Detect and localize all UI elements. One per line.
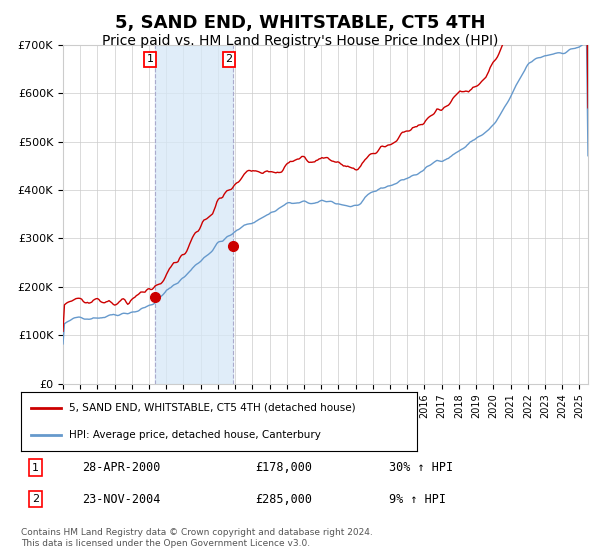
- Text: 1: 1: [147, 54, 154, 64]
- Text: 9% ↑ HPI: 9% ↑ HPI: [389, 493, 446, 506]
- Text: 2: 2: [32, 494, 39, 504]
- Text: Contains HM Land Registry data © Crown copyright and database right 2024.
This d: Contains HM Land Registry data © Crown c…: [21, 528, 373, 548]
- Text: 5, SAND END, WHITSTABLE, CT5 4TH: 5, SAND END, WHITSTABLE, CT5 4TH: [115, 14, 485, 32]
- Text: £178,000: £178,000: [256, 461, 313, 474]
- Text: 5, SAND END, WHITSTABLE, CT5 4TH (detached house): 5, SAND END, WHITSTABLE, CT5 4TH (detach…: [68, 403, 355, 413]
- Text: HPI: Average price, detached house, Canterbury: HPI: Average price, detached house, Cant…: [68, 430, 320, 440]
- Text: 30% ↑ HPI: 30% ↑ HPI: [389, 461, 454, 474]
- Text: Price paid vs. HM Land Registry's House Price Index (HPI): Price paid vs. HM Land Registry's House …: [102, 34, 498, 48]
- Text: £285,000: £285,000: [256, 493, 313, 506]
- Text: 28-APR-2000: 28-APR-2000: [82, 461, 161, 474]
- Text: 2: 2: [226, 54, 233, 64]
- Bar: [155, 45, 233, 384]
- Text: 1: 1: [32, 463, 39, 473]
- Text: 23-NOV-2004: 23-NOV-2004: [82, 493, 161, 506]
